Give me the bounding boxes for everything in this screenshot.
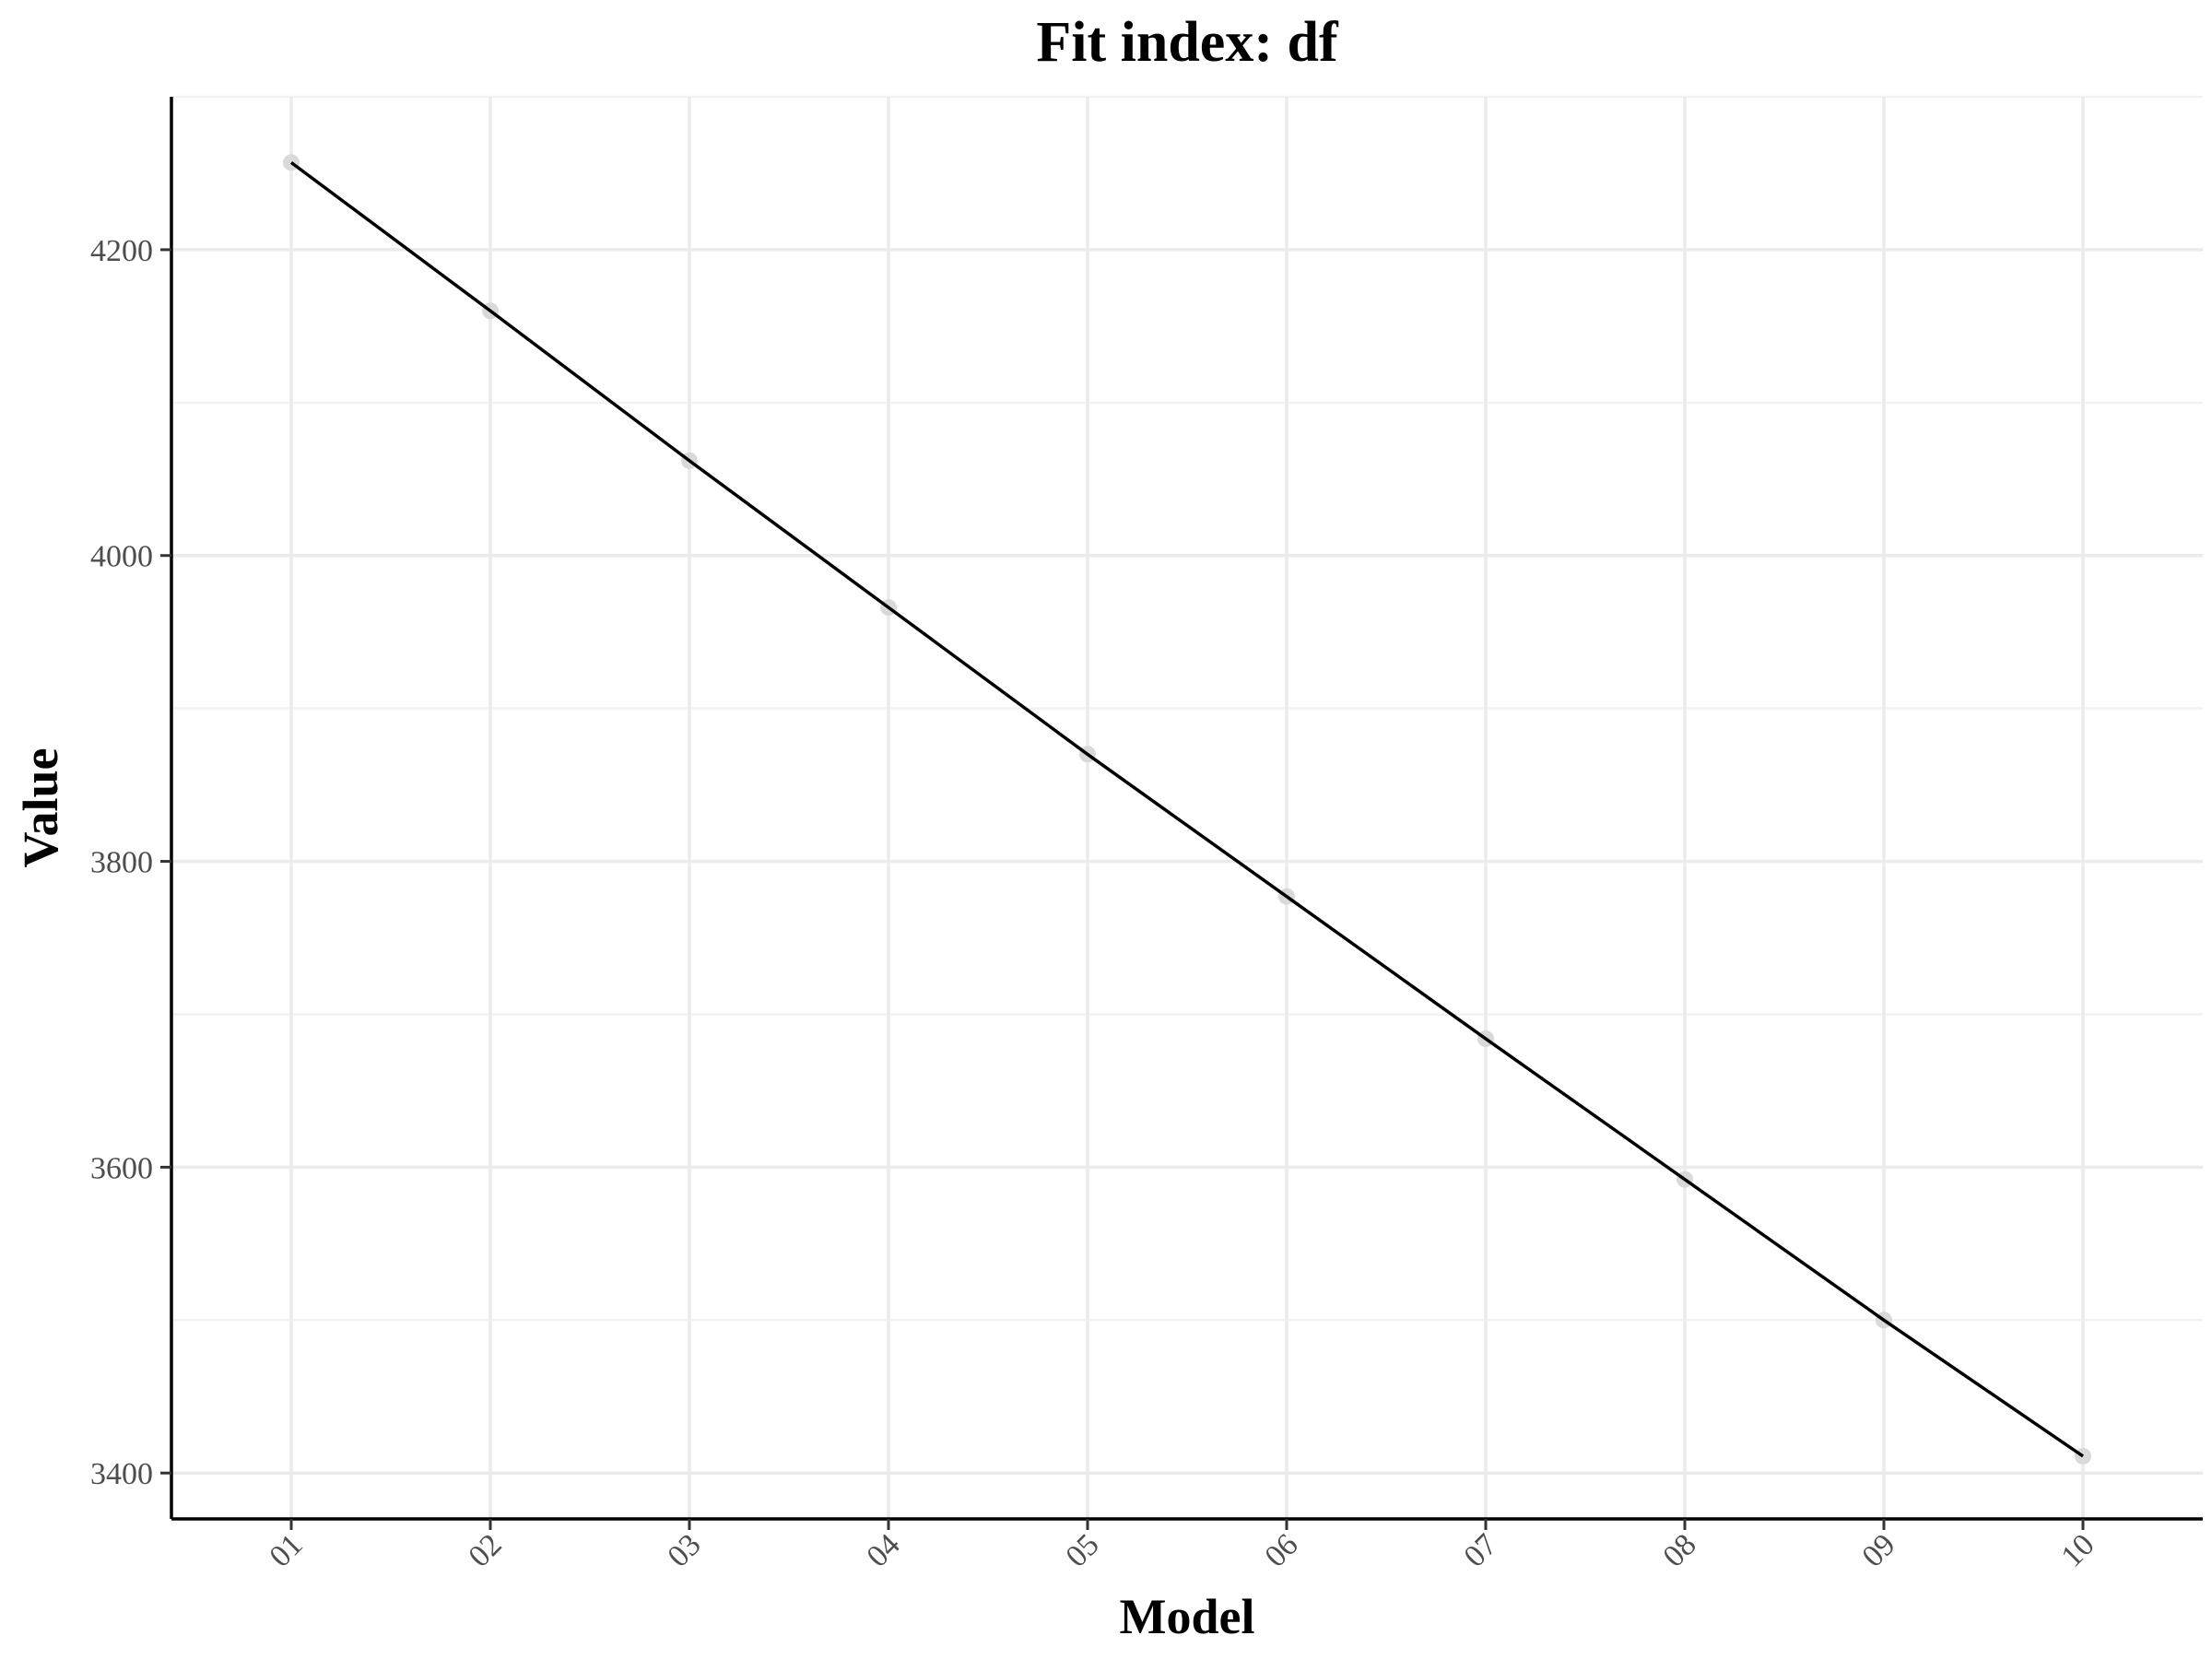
x-tick-label: 02: [462, 1527, 508, 1573]
y-axis-title: Value: [13, 747, 68, 867]
y-tick-label: 4200: [90, 234, 153, 268]
y-axis-ticks: 3400 3600 3800 4000 4200: [90, 234, 171, 1491]
series: [283, 154, 2091, 1465]
y-tick-label: 3600: [90, 1151, 153, 1185]
x-tick-label: 09: [1855, 1527, 1901, 1573]
chart-title: Fit index: df: [1036, 11, 1339, 74]
x-axis-title: Model: [1120, 1589, 1255, 1644]
x-tick-label: 07: [1457, 1527, 1503, 1573]
x-tick-label: 06: [1258, 1527, 1304, 1573]
x-tick-label: 05: [1059, 1527, 1105, 1573]
y-tick-label: 4000: [90, 540, 153, 574]
y-tick-label: 3400: [90, 1457, 153, 1491]
x-tick-label: 04: [860, 1527, 906, 1573]
x-axis-ticks: 01 02 03 04 05 06 07 08 09 10: [263, 1519, 2101, 1574]
axes: [170, 97, 2203, 1521]
x-tick-label: 03: [661, 1527, 707, 1573]
y-tick-label: 3800: [90, 846, 153, 880]
series-line: [289, 160, 2084, 1458]
grid: [171, 95, 2203, 1519]
x-tick-label: 01: [263, 1527, 309, 1573]
x-tick-label: 08: [1656, 1527, 1702, 1573]
x-tick-label: 10: [2054, 1527, 2100, 1573]
